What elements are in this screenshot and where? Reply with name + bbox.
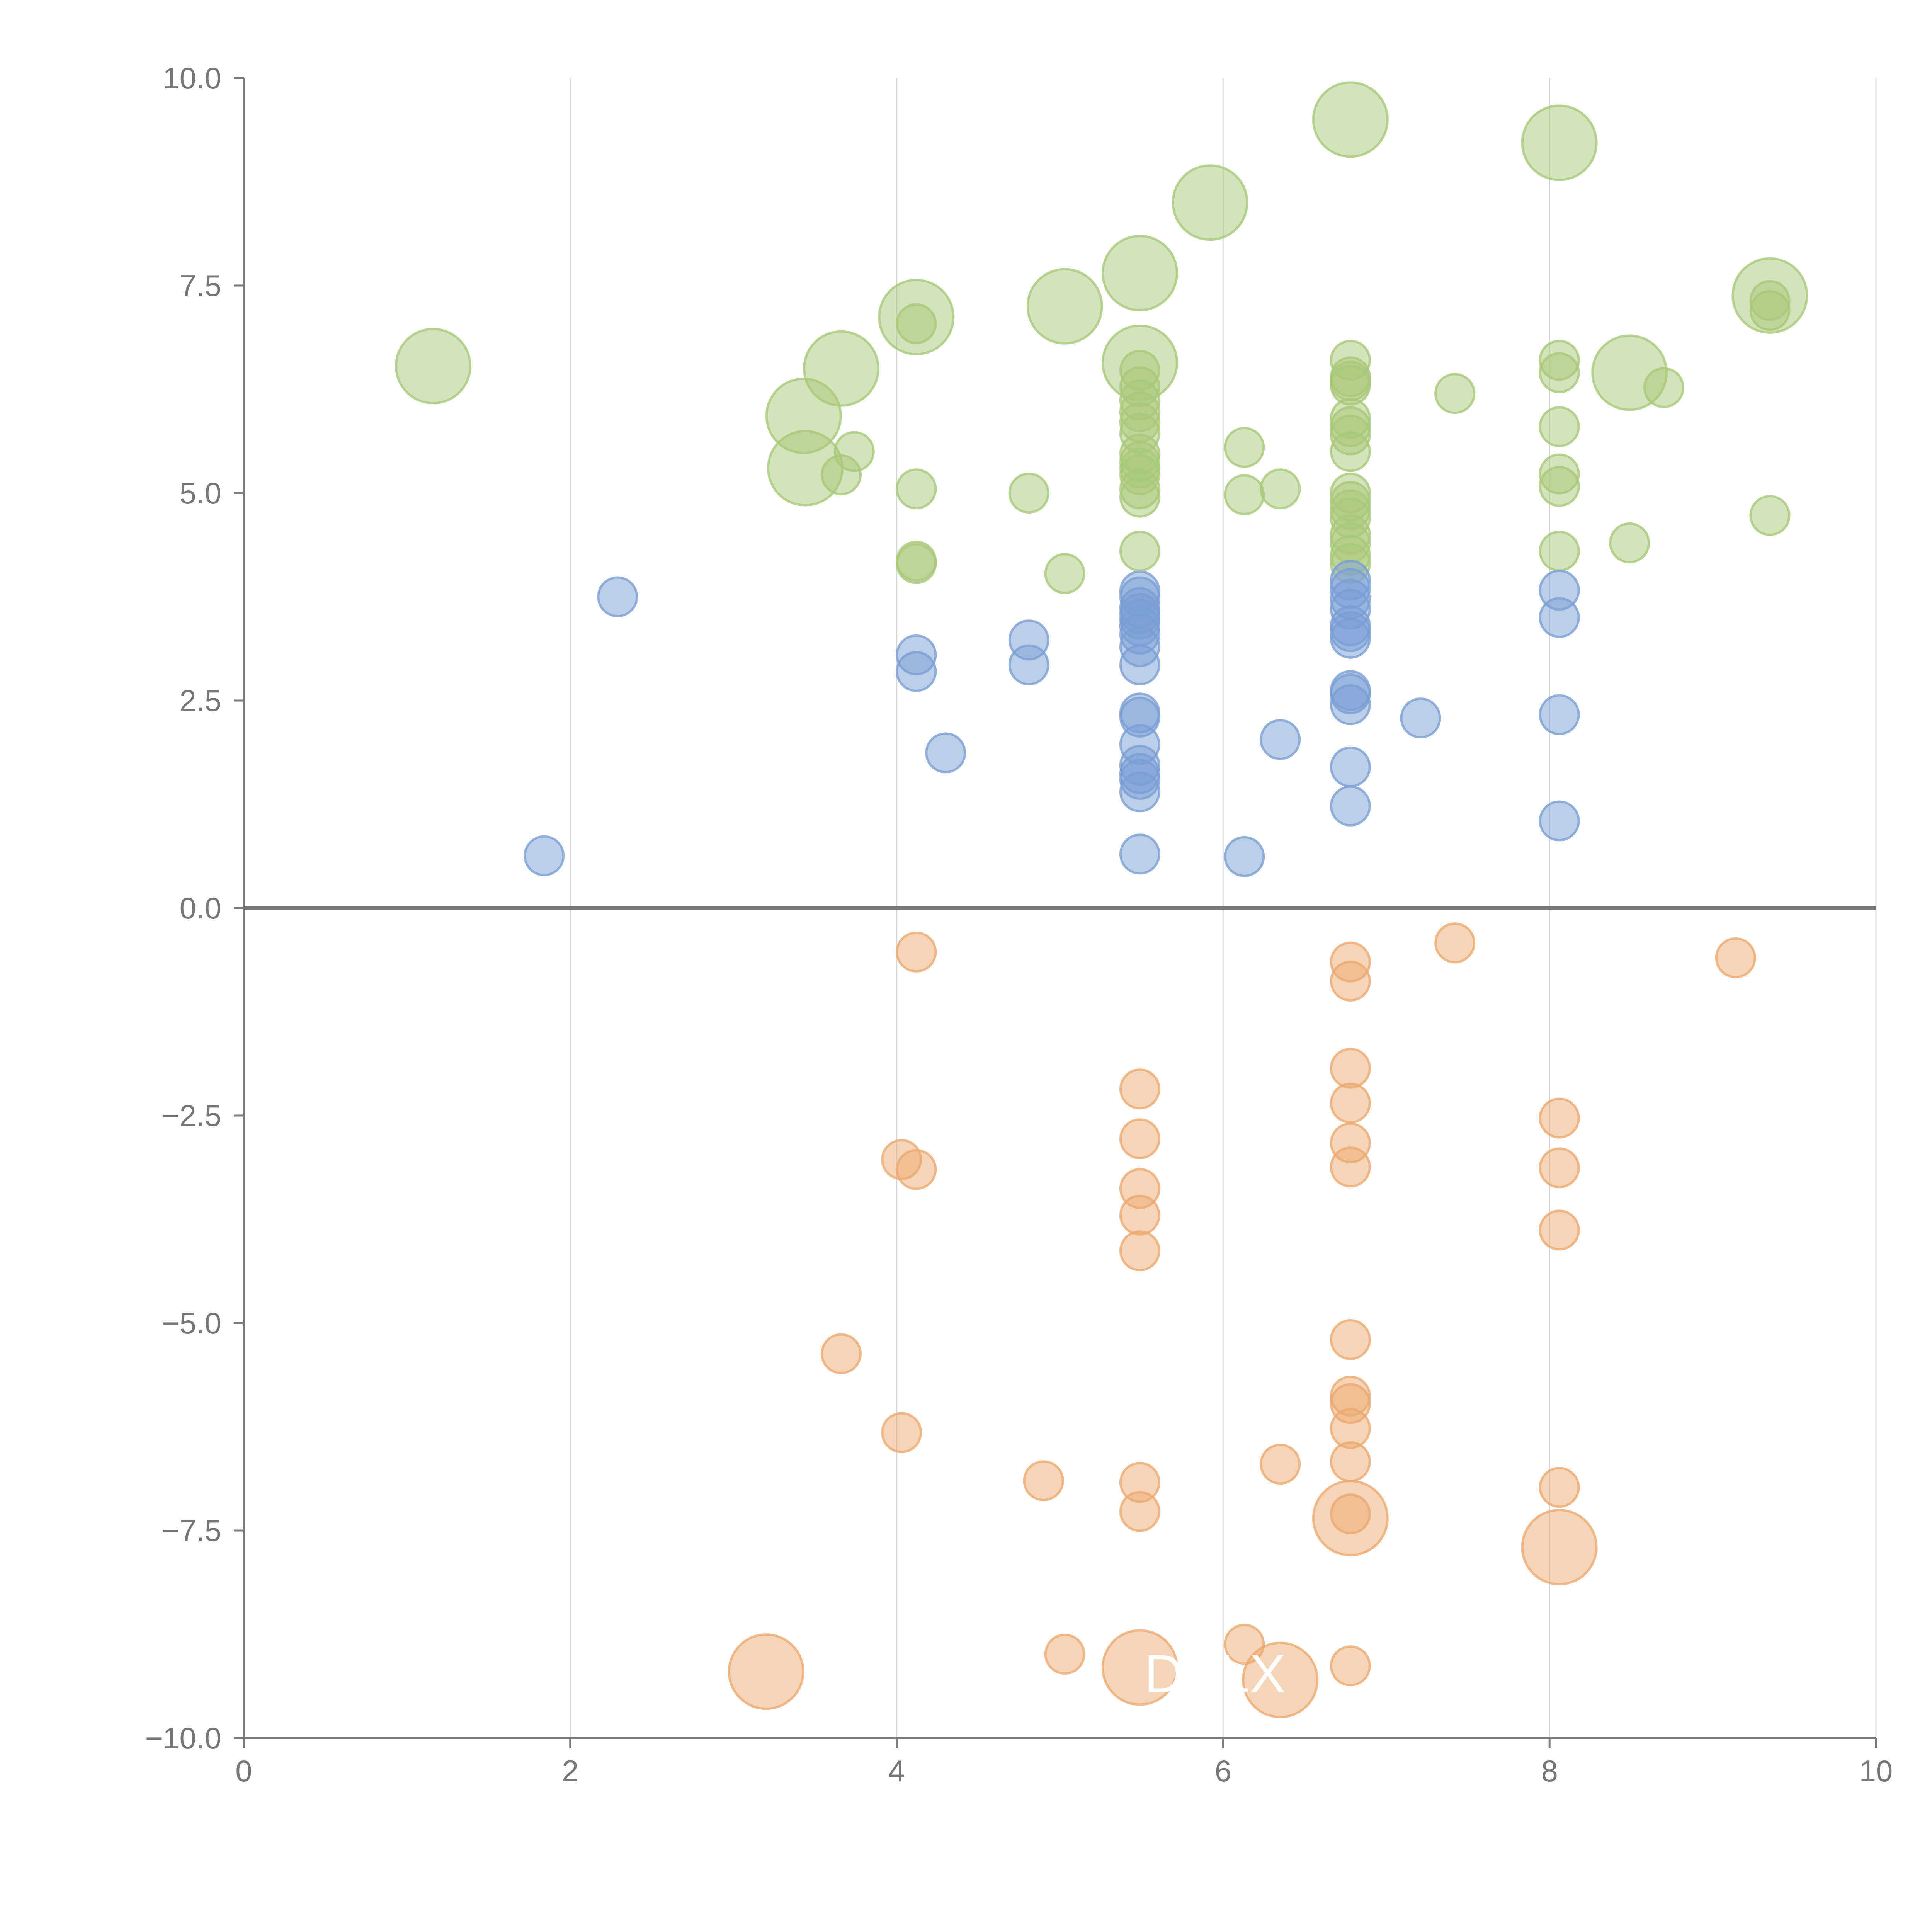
data-point — [1330, 1082, 1371, 1124]
data-point — [1330, 617, 1371, 659]
data-point — [395, 328, 471, 405]
y-tick-label: 5.0 — [180, 476, 221, 510]
y-tick-label: −7.5 — [162, 1514, 221, 1548]
y-tick-label: −10.0 — [145, 1721, 221, 1755]
data-point — [1330, 961, 1371, 1002]
data-point — [1434, 922, 1476, 964]
data-point — [1260, 468, 1301, 510]
y-tick-label: 7.5 — [180, 269, 221, 303]
data-point — [1224, 427, 1265, 468]
data-point — [896, 931, 937, 973]
x-tick-label: 8 — [1541, 1754, 1558, 1788]
data-point — [896, 651, 937, 692]
data-point — [1101, 235, 1178, 311]
data-point — [1119, 833, 1160, 875]
data-point — [1330, 1048, 1371, 1089]
data-point — [1172, 164, 1248, 241]
data-point — [1242, 1641, 1319, 1718]
data-point — [1119, 771, 1160, 813]
data-point — [896, 1149, 937, 1190]
data-points — [395, 81, 1808, 1718]
data-point — [1330, 785, 1371, 827]
data-point — [1539, 694, 1580, 735]
data-point — [896, 543, 937, 584]
data-point — [728, 1633, 804, 1710]
data-point — [1330, 1319, 1371, 1360]
x-tick-label: 4 — [888, 1754, 905, 1788]
data-point — [1119, 1194, 1160, 1236]
data-point — [1715, 937, 1756, 978]
data-point — [1224, 474, 1265, 515]
data-point — [820, 1333, 862, 1374]
axes: 0 2 4 6 8 10 −10.0 −7.5 −5.0 −2.5 0.0 2.5 5.0 7.5 10.0 — [145, 61, 1893, 1788]
data-point — [1330, 431, 1371, 472]
data-point — [1330, 1146, 1371, 1188]
data-point — [597, 576, 638, 617]
data-point — [524, 835, 565, 876]
data-point — [1521, 1509, 1598, 1585]
data-point — [1434, 373, 1476, 414]
data-point — [1023, 1460, 1064, 1502]
data-point — [1044, 1634, 1085, 1675]
data-point — [1609, 522, 1650, 563]
data-point — [1330, 746, 1371, 787]
data-point — [1539, 1097, 1580, 1139]
data-point — [1026, 268, 1103, 345]
y-tick-label: −2.5 — [162, 1099, 221, 1133]
data-point — [1539, 466, 1580, 507]
data-point — [1539, 352, 1580, 393]
data-point — [925, 732, 966, 774]
data-point — [1119, 476, 1160, 518]
data-point — [1539, 531, 1580, 572]
data-point — [1749, 290, 1791, 331]
data-point — [1749, 495, 1791, 536]
data-point — [1260, 719, 1301, 760]
data-point — [1539, 800, 1580, 842]
data-point — [1539, 1209, 1580, 1251]
data-point — [833, 431, 875, 472]
data-point — [1539, 1147, 1580, 1189]
x-tick-label: 2 — [562, 1754, 578, 1788]
x-tick-label: 10 — [1859, 1754, 1893, 1788]
y-tick-label: −5.0 — [162, 1306, 221, 1340]
data-point — [1044, 553, 1085, 594]
data-point — [896, 303, 937, 344]
data-point — [1330, 1441, 1371, 1482]
x-tick-label: 6 — [1215, 1754, 1231, 1788]
data-point — [1330, 1645, 1371, 1687]
overlay-labels: DYLX — [1144, 1643, 1286, 1704]
data-point — [1539, 406, 1580, 447]
data-point — [881, 1412, 922, 1453]
data-point — [1330, 684, 1371, 725]
data-point — [1312, 81, 1389, 158]
x-tick-label: 0 — [235, 1754, 252, 1788]
data-point — [1119, 1491, 1160, 1532]
data-point — [1119, 1068, 1160, 1110]
y-tick-label: 10.0 — [163, 61, 221, 95]
data-point — [1330, 1493, 1371, 1535]
data-point — [1008, 644, 1049, 685]
overlay-label: DYLX — [1144, 1643, 1286, 1704]
data-point — [803, 330, 879, 407]
data-point — [1521, 104, 1598, 181]
data-point — [1539, 1467, 1580, 1508]
data-point — [1119, 644, 1160, 685]
data-point — [1643, 367, 1684, 408]
data-point — [1224, 836, 1265, 877]
data-point — [1400, 697, 1441, 739]
data-point — [1119, 531, 1160, 572]
y-tick-label: 2.5 — [180, 684, 221, 718]
data-point — [1119, 1230, 1160, 1272]
data-point — [1119, 1118, 1160, 1160]
data-point — [1539, 597, 1580, 638]
y-tick-label: 0.0 — [180, 891, 221, 925]
data-point — [1008, 473, 1049, 514]
data-point — [1101, 1629, 1178, 1706]
data-point — [896, 468, 937, 510]
data-point — [1260, 1444, 1301, 1485]
